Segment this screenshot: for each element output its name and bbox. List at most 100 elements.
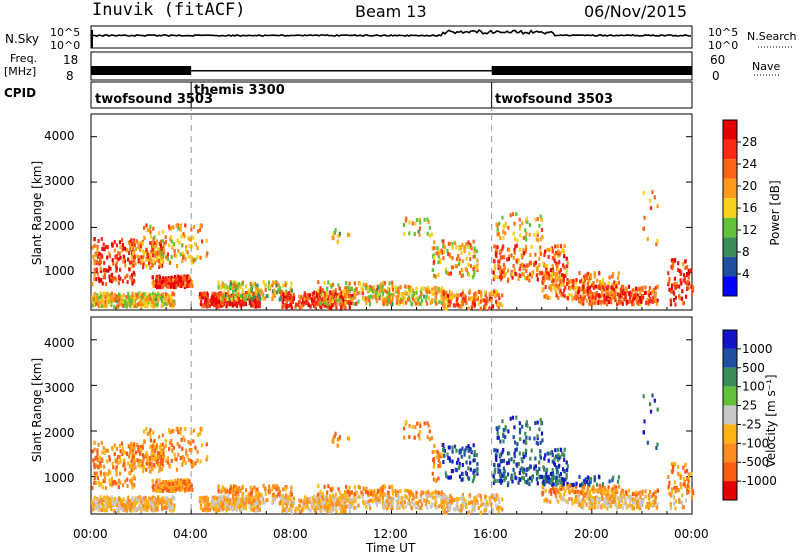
power-echo — [687, 280, 689, 284]
velocity-echo — [147, 459, 149, 463]
power-echo — [628, 285, 630, 289]
velocity-echo — [215, 505, 217, 509]
power-echo — [554, 253, 556, 257]
power-echo — [376, 299, 378, 303]
velocity-echo — [566, 461, 568, 465]
power-echo — [119, 256, 121, 260]
velocity-echo — [126, 478, 128, 482]
velocity-echo — [140, 504, 142, 508]
power-echo — [472, 275, 474, 279]
power-echo — [256, 284, 258, 288]
power-echo — [306, 293, 308, 297]
power-echo — [491, 291, 493, 295]
power-echo — [571, 293, 573, 297]
nsky-trace — [91, 30, 691, 36]
power-echo — [114, 249, 116, 253]
power-echo — [157, 251, 159, 255]
power-echo — [206, 239, 208, 243]
power-echo — [670, 300, 672, 304]
velocity-echo — [434, 478, 436, 482]
power-echo — [472, 301, 474, 305]
velocity-echo — [457, 497, 459, 501]
power-echo — [501, 216, 503, 220]
velocity-echo — [126, 509, 128, 513]
power-echo — [255, 305, 257, 309]
velocity-echo — [306, 497, 308, 501]
power-echo — [196, 255, 198, 259]
power-echo — [498, 306, 500, 310]
power-echo — [94, 292, 96, 296]
power-echo — [332, 236, 334, 240]
power-echo — [225, 298, 227, 302]
power-echo — [157, 255, 159, 259]
power-echo — [625, 294, 627, 298]
velocity-echo — [395, 491, 397, 495]
velocity-echo — [322, 497, 324, 501]
velocity-echo — [377, 490, 379, 494]
velocity-echo — [104, 476, 106, 480]
velocity-echo — [159, 483, 161, 487]
velocity-echo — [353, 506, 355, 510]
velocity-echo — [469, 493, 471, 497]
power-echo — [553, 272, 555, 276]
power-echo — [435, 286, 437, 290]
power-echo — [602, 285, 604, 289]
velocity-echo — [216, 509, 218, 513]
power-echo — [118, 294, 120, 298]
power-echo — [450, 271, 452, 275]
power-echo — [521, 272, 523, 276]
power-echo — [131, 256, 133, 260]
velocity-echo — [152, 467, 154, 471]
velocity-echo — [457, 458, 459, 462]
power-echo — [135, 247, 137, 251]
velocity-echo — [413, 495, 415, 499]
power-echo — [152, 254, 154, 258]
power-echo — [499, 269, 501, 273]
velocity-echo — [363, 487, 365, 491]
power-echo — [560, 244, 562, 248]
power-echo — [152, 227, 154, 231]
velocity-echo — [164, 480, 166, 484]
power-echo — [119, 240, 121, 244]
power-echo — [681, 289, 683, 293]
power-echo — [677, 261, 679, 265]
power-echo — [572, 298, 574, 302]
power-echo — [419, 302, 421, 306]
power-echo — [543, 253, 545, 257]
power-echo — [308, 303, 310, 307]
power-echo — [543, 295, 545, 299]
power-echo — [449, 303, 451, 307]
velocity-echo — [399, 504, 401, 508]
power-echo — [142, 300, 144, 304]
power-echo — [510, 213, 512, 217]
power-echo — [622, 285, 624, 289]
velocity-echo — [140, 448, 142, 452]
velocity-echo — [269, 489, 271, 493]
velocity-echo — [493, 493, 495, 497]
power-echo — [459, 247, 461, 251]
freq-trace-2 — [191, 70, 492, 72]
power-echo — [471, 296, 473, 300]
power-echo — [149, 252, 151, 256]
power-echo — [556, 272, 558, 276]
velocity-echo — [100, 498, 102, 502]
velocity-echo — [259, 501, 261, 505]
velocity-echo — [181, 463, 183, 467]
power-echo — [329, 302, 331, 306]
power-echo — [649, 199, 651, 203]
velocity-echo — [171, 459, 173, 463]
velocity-echo — [415, 506, 417, 510]
velocity-echo — [370, 498, 372, 502]
power-echo — [160, 244, 162, 248]
power-echo — [580, 286, 582, 290]
power-echo — [143, 226, 145, 230]
velocity-echo — [189, 488, 191, 492]
power-echo — [231, 298, 233, 302]
velocity-echo — [131, 503, 133, 507]
power-echo — [185, 257, 187, 261]
power-echo — [589, 286, 591, 290]
power-echo — [414, 222, 416, 226]
velocity-echo — [536, 477, 538, 481]
velocity-echo — [256, 501, 258, 505]
power-echo — [526, 276, 528, 280]
